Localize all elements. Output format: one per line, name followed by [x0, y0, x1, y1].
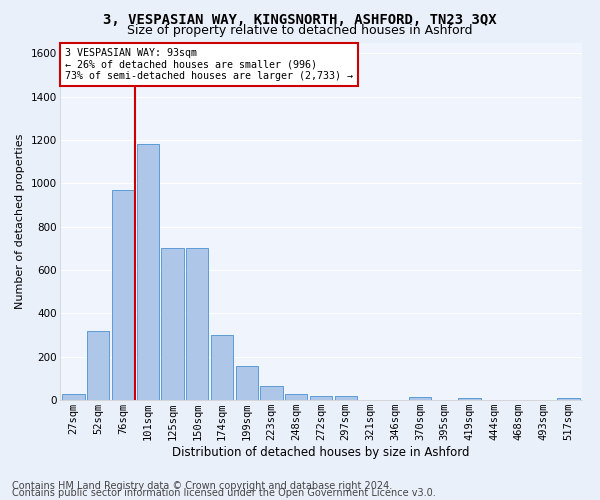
Bar	[112, 190, 134, 400]
Bar	[557, 398, 580, 400]
Y-axis label: Number of detached properties: Number of detached properties	[16, 134, 25, 309]
Bar	[409, 397, 431, 400]
Bar	[137, 144, 159, 400]
Bar	[335, 396, 357, 400]
Text: 3, VESPASIAN WAY, KINGSNORTH, ASHFORD, TN23 3QX: 3, VESPASIAN WAY, KINGSNORTH, ASHFORD, T…	[103, 12, 497, 26]
Bar	[161, 248, 184, 400]
Bar	[87, 330, 109, 400]
Bar	[62, 394, 85, 400]
X-axis label: Distribution of detached houses by size in Ashford: Distribution of detached houses by size …	[172, 446, 470, 459]
Text: Contains HM Land Registry data © Crown copyright and database right 2024.: Contains HM Land Registry data © Crown c…	[12, 481, 392, 491]
Text: 3 VESPASIAN WAY: 93sqm
← 26% of detached houses are smaller (996)
73% of semi-de: 3 VESPASIAN WAY: 93sqm ← 26% of detached…	[65, 48, 353, 81]
Bar	[236, 366, 258, 400]
Bar	[260, 386, 283, 400]
Bar	[310, 396, 332, 400]
Text: Size of property relative to detached houses in Ashford: Size of property relative to detached ho…	[127, 24, 473, 37]
Bar	[285, 394, 307, 400]
Bar	[458, 398, 481, 400]
Text: Contains public sector information licensed under the Open Government Licence v3: Contains public sector information licen…	[12, 488, 436, 498]
Bar	[186, 248, 208, 400]
Bar	[211, 335, 233, 400]
